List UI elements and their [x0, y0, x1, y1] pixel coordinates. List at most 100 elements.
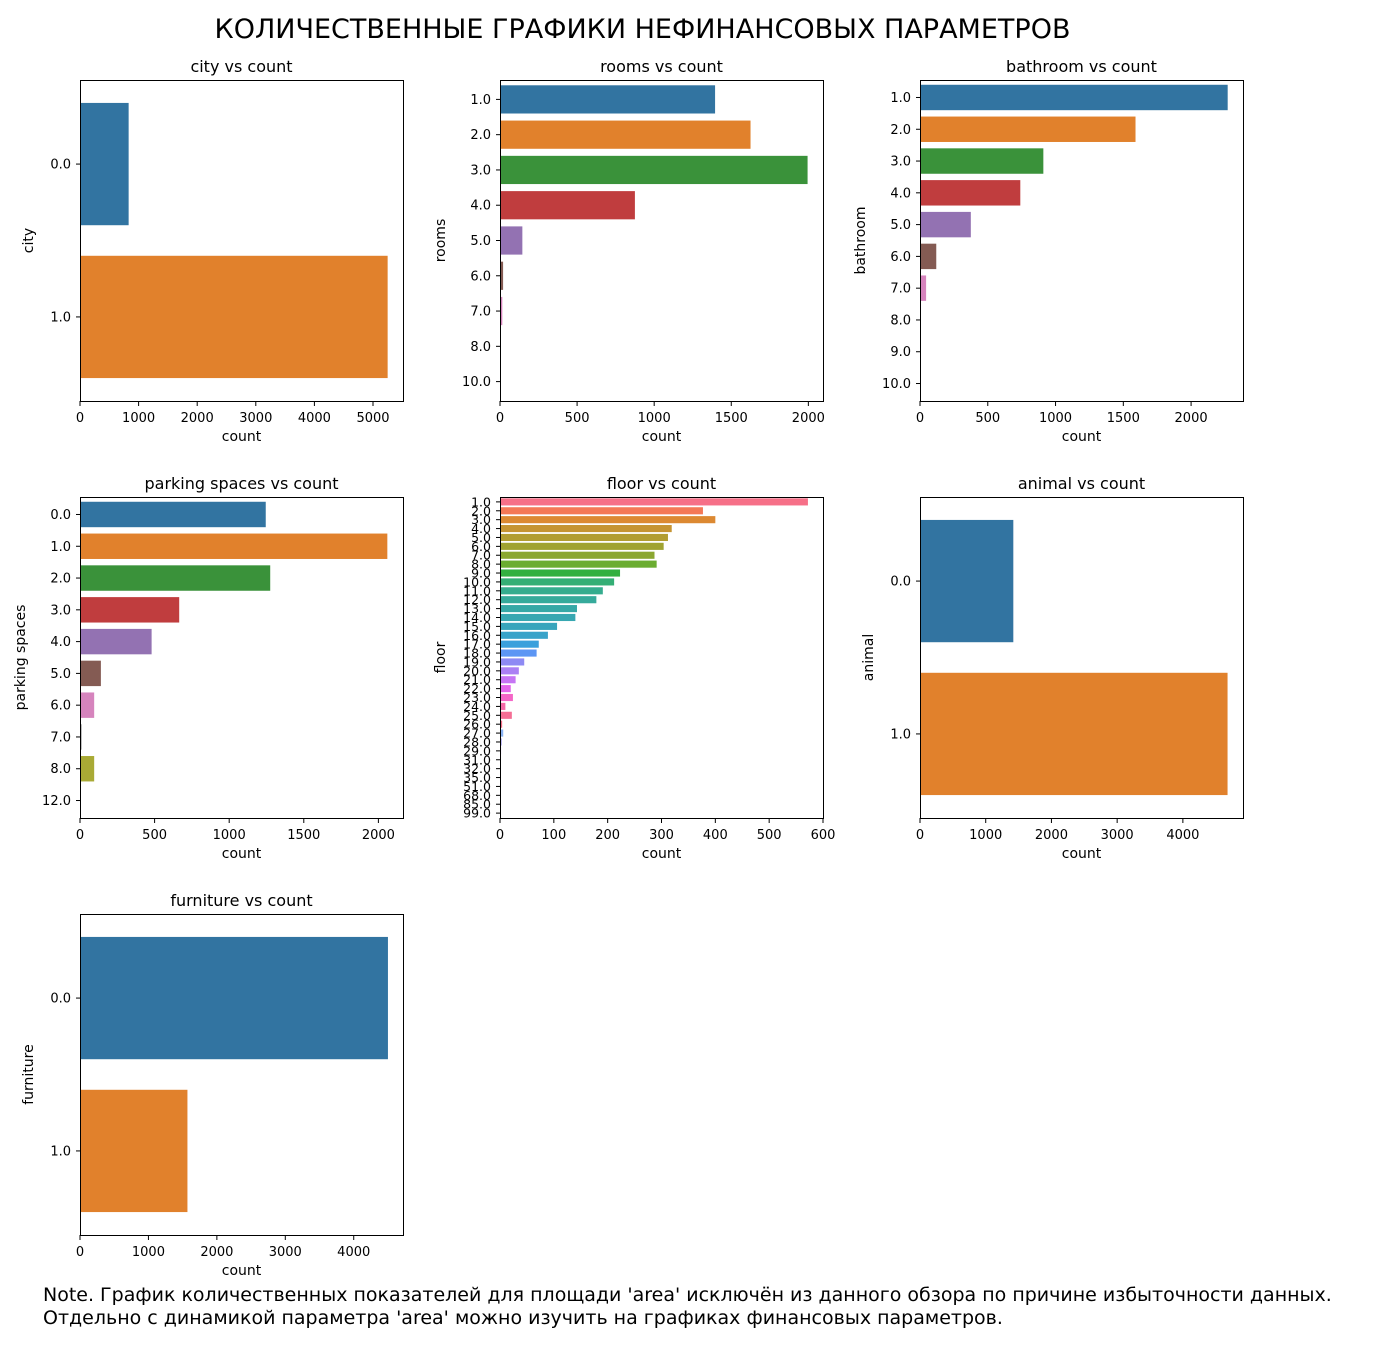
x-tick-label: 5000: [356, 411, 389, 426]
y-tick-label: 12.0: [463, 592, 491, 607]
y-tick-label: 5.0: [50, 667, 71, 682]
y-tick-label: 0.0: [50, 508, 71, 523]
x-tick-label: 500: [142, 828, 167, 843]
bar: [500, 498, 808, 506]
y-tick-label: 7.0: [50, 730, 71, 745]
y-axis-label: furniture: [21, 1044, 37, 1105]
x-tick-label: 3000: [1101, 828, 1134, 843]
bar: [500, 676, 516, 684]
y-tick-label: 9.0: [890, 345, 911, 360]
bar: [500, 640, 539, 648]
bar: [920, 275, 927, 301]
y-tick-label: 8.0: [50, 762, 71, 777]
bar: [920, 180, 1021, 206]
bar: [80, 565, 271, 591]
bar: [920, 672, 1228, 796]
bar: [500, 693, 513, 702]
x-tick-label: 0: [76, 411, 84, 426]
note-line-1: Note. График количественных показателей …: [43, 1284, 1332, 1306]
y-tick-label: 99.0: [463, 806, 491, 821]
x-tick-label: 0: [916, 411, 924, 426]
bar: [500, 296, 503, 326]
x-tick-label: 1000: [969, 828, 1002, 843]
y-axis-label: rooms: [433, 219, 449, 263]
chart-2: 1.0 2.0 3.0 4.0 5.0 6.0 7.0 8.0 9.0 10.0 0 500 1000 1…: [853, 57, 1244, 445]
y-tick-label: 26.0: [463, 717, 491, 732]
bar: [500, 578, 615, 586]
bar: [500, 516, 716, 524]
y-tick-label: 4.0: [471, 521, 491, 536]
y-tick-label: 35.0: [463, 770, 491, 785]
y-tick-label: 4.0: [50, 635, 71, 650]
y-tick-label: 4.0: [470, 199, 491, 214]
y-tick-label: 21.0: [463, 672, 491, 687]
y-tick-label: 7.0: [470, 305, 491, 320]
y-tick-label: 1.0: [471, 494, 491, 509]
bar: [500, 622, 558, 630]
x-tick-label: 1500: [715, 411, 748, 426]
x-tick-label: 1500: [287, 828, 320, 843]
chart-0: 0.0 1.0 0 1000 2000 3000 4000 5000 city vs count…: [21, 57, 404, 445]
x-tick-label: 300: [649, 828, 674, 843]
x-tick-label: 500: [565, 411, 590, 426]
y-tick-label: 3.0: [470, 163, 491, 178]
bar: [920, 519, 1014, 643]
x-tick-label: 2000: [362, 828, 395, 843]
y-tick-label: 5.0: [890, 218, 911, 233]
y-tick-label: 11.0: [463, 583, 491, 598]
x-tick-label: 100: [541, 828, 566, 843]
chart-1: 1.0 2.0 3.0 4.0 5.0 6.0 7.0 8.0 10.0 0 500 1000 1500…: [433, 57, 825, 445]
bar: [500, 551, 655, 559]
bar: [500, 729, 504, 737]
x-tick-label: 4000: [298, 411, 331, 426]
x-tick-label: 0: [916, 828, 924, 843]
bar: [500, 261, 504, 290]
y-tick-label: 19.0: [463, 654, 491, 669]
bar: [920, 84, 1228, 111]
bar: [920, 116, 1136, 142]
chart-3: 0.0 1.0 2.0 3.0 4.0 5.0 6.0 7.0 8.0 12.0 0 500 1000 1…: [13, 474, 404, 862]
y-tick-label: 10.0: [462, 375, 491, 390]
bar: [500, 85, 716, 114]
bar: [80, 597, 180, 623]
y-tick-label: 22.0: [463, 681, 491, 696]
x-tick-label: 2000: [792, 411, 825, 426]
y-tick-label: 16.0: [463, 628, 491, 643]
bar: [500, 226, 523, 255]
bar: [500, 191, 635, 220]
bar: [80, 533, 388, 559]
bar: [500, 720, 503, 728]
y-tick-label: 68.0: [463, 788, 491, 803]
bar: [500, 605, 577, 613]
y-tick-label: 31.0: [463, 752, 491, 767]
x-tick-label: 3000: [239, 411, 272, 426]
y-axis-label: parking spaces: [13, 605, 29, 711]
x-tick-label: 0: [76, 828, 84, 843]
y-tick-label: 28.0: [463, 734, 491, 749]
x-tick-label: 1500: [1107, 411, 1140, 426]
bar: [500, 569, 621, 577]
y-tick-label: 1.0: [50, 540, 71, 555]
bar: [500, 533, 668, 542]
y-tick-label: 6.0: [470, 269, 491, 284]
bar: [80, 936, 388, 1060]
axes-frame: [920, 80, 1244, 402]
y-axis-label: bathroom: [853, 206, 869, 274]
x-tick-label: 400: [703, 828, 728, 843]
chart-title: floor vs count: [607, 474, 716, 493]
y-tick-label: 5.0: [470, 234, 491, 249]
x-tick-label: 2000: [181, 411, 214, 426]
y-tick-label: 8.0: [890, 313, 911, 328]
y-tick-label: 2.0: [471, 503, 491, 518]
y-tick-label: 12.0: [42, 794, 71, 809]
x-tick-label: 1000: [132, 1245, 165, 1260]
y-tick-label: 4.0: [890, 186, 911, 201]
x-tick-label: 500: [757, 828, 782, 843]
x-tick-label: 2000: [1175, 411, 1208, 426]
x-tick-label: 0: [496, 411, 504, 426]
bar: [500, 560, 657, 568]
x-tick-label: 0: [76, 1245, 84, 1260]
y-tick-label: 85.0: [463, 797, 491, 812]
axes-frame: [80, 497, 404, 819]
